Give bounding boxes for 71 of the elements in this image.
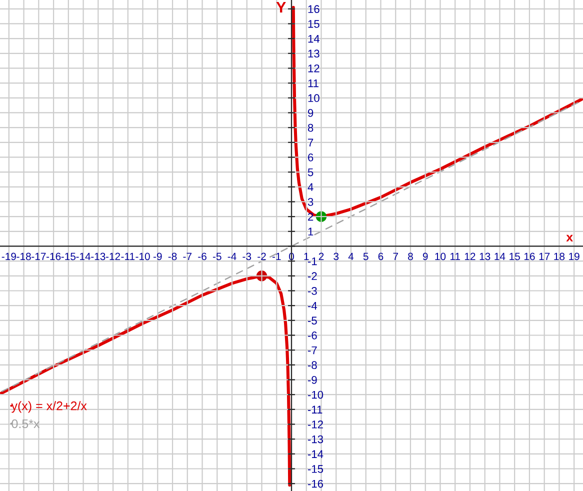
y-axis-title: Y xyxy=(276,2,286,13)
x-tick-label: -18 xyxy=(16,252,31,260)
y-tick-label: -7 xyxy=(308,346,317,354)
y-tick-label: 2 xyxy=(308,212,314,221)
y-tick-label: 6 xyxy=(308,154,314,162)
x-axis-title: x xyxy=(566,234,573,242)
x-tick-label: -10 xyxy=(136,252,150,260)
x-tick-label: 9 xyxy=(422,252,428,260)
x-tick-label: 6 xyxy=(378,252,384,260)
y-tick-label: 10 xyxy=(308,94,320,102)
y-tick-label: -3 xyxy=(308,287,317,295)
x-tick-label: -9 xyxy=(153,252,162,260)
x-tick-label: 11 xyxy=(450,252,460,260)
x-tick-label: 12 xyxy=(464,252,476,260)
x-tick-label: -11 xyxy=(121,252,135,260)
y-tick-label: -4 xyxy=(308,302,318,310)
y-tick-label: 1 xyxy=(308,228,314,236)
x-tick-label: -4 xyxy=(228,252,236,260)
y-tick-label: 4 xyxy=(308,183,314,191)
y-tick-label: -8 xyxy=(308,361,317,370)
x-tick-label: -16 xyxy=(46,252,61,260)
x-tick-label: -8 xyxy=(168,252,177,260)
x-tick-label: -19 xyxy=(2,252,16,260)
x-tick-label: -3 xyxy=(242,252,252,260)
y-tick-label: 11 xyxy=(308,79,318,88)
x-tick-label: -15 xyxy=(61,252,76,260)
y-tick-label: -13 xyxy=(308,435,324,444)
y-tick-label: 5 xyxy=(308,168,314,176)
x-tick-label: -2 xyxy=(258,252,266,260)
x-tick-label: 4 xyxy=(348,252,354,260)
x-tick-label: -13 xyxy=(91,252,106,260)
x-tick-label: 13 xyxy=(480,252,490,260)
y-tick-label: 15 xyxy=(308,20,320,28)
y-tick-label: 12 xyxy=(308,64,320,72)
x-tick-label: 14 xyxy=(494,252,506,260)
x-tick-label: -1 xyxy=(272,252,281,260)
x-tick-label: -14 xyxy=(76,252,91,260)
y-tick-label: -2 xyxy=(308,272,317,280)
x-tick-label: -12 xyxy=(106,252,120,260)
x-tick-label: 3 xyxy=(334,252,339,260)
x-tick-label: 18 xyxy=(554,252,565,260)
y-tick-label: 14 xyxy=(308,34,320,43)
x-tick-label: 5 xyxy=(363,252,368,260)
x-tick-label: -17 xyxy=(32,252,46,260)
y-tick-label: -12 xyxy=(308,420,323,428)
x-tick-label: 8 xyxy=(408,252,413,260)
x-tick-label: 7 xyxy=(393,252,398,260)
x-tick-label: -7 xyxy=(183,252,192,260)
y-tick-label: 9 xyxy=(308,109,314,117)
y-tick-label: 7 xyxy=(308,138,314,146)
y-tick-label: 3 xyxy=(308,198,314,206)
y-tick-label: 13 xyxy=(308,50,320,58)
y-tick-label: -15 xyxy=(308,465,324,473)
legend-label: y(x) = x/2+2/x xyxy=(11,401,87,413)
y-tick-label: 8 xyxy=(308,124,314,132)
x-tick-label: 17 xyxy=(539,252,550,260)
y-tick-label: -9 xyxy=(308,376,317,384)
x-tick-label: 15 xyxy=(510,252,520,260)
y-tick-label: -6 xyxy=(308,332,317,340)
y-tick-label: -10 xyxy=(308,390,324,399)
y-tick-label: -5 xyxy=(308,316,317,325)
y-tick-label: -16 xyxy=(308,480,324,488)
y-tick-label: -11 xyxy=(308,406,322,414)
legend-label: 0.5*x xyxy=(12,419,40,428)
x-tick-label: 16 xyxy=(524,252,535,260)
y-tick-label: 16 xyxy=(308,5,320,14)
x-tick-label: -5 xyxy=(212,252,222,260)
x-tick-label: 10 xyxy=(435,252,446,260)
x-tick-label: -6 xyxy=(198,252,206,260)
x-tick-label: 19 xyxy=(569,252,580,260)
y-tick-label: -14 xyxy=(308,450,324,458)
